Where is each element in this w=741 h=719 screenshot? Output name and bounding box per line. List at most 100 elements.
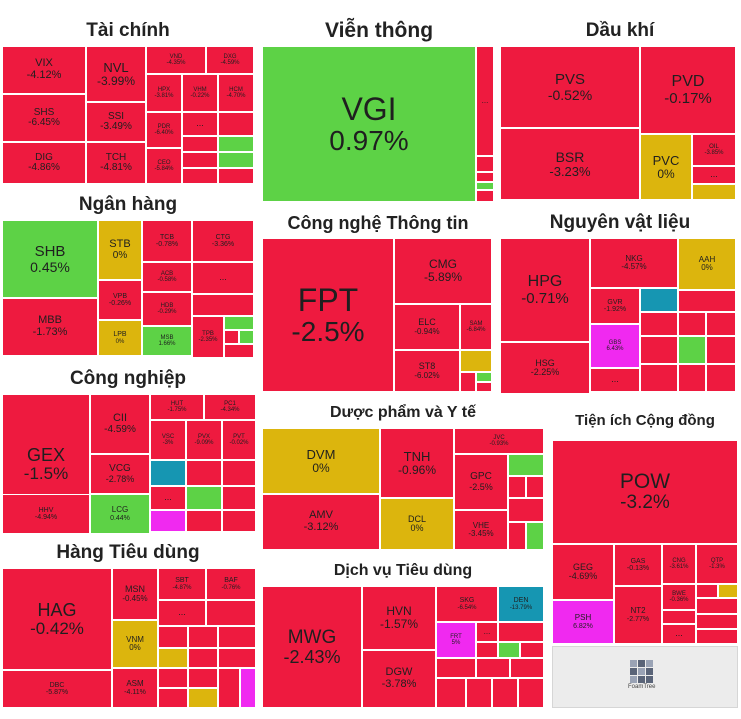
treemap-tile[interactable]: MSB 1.66% bbox=[142, 326, 192, 356]
treemap-tile[interactable]: DXG -4.59% bbox=[206, 46, 254, 74]
treemap-tile-small[interactable] bbox=[158, 626, 188, 648]
treemap-tile-small[interactable] bbox=[520, 642, 544, 658]
treemap-tile-small[interactable] bbox=[150, 460, 186, 486]
treemap-tile[interactable]: HPG -0.71% bbox=[500, 238, 590, 342]
treemap-tile-small[interactable] bbox=[436, 678, 466, 708]
treemap-tile[interactable]: FPT -2.5% bbox=[262, 238, 394, 392]
treemap-tile[interactable]: SAM -6.84% bbox=[460, 304, 492, 350]
treemap-tile-small[interactable] bbox=[218, 668, 240, 708]
treemap-tile[interactable]: ... bbox=[476, 46, 494, 156]
treemap-tile-small[interactable] bbox=[218, 152, 254, 168]
treemap-tile-small[interactable] bbox=[492, 678, 518, 708]
treemap-tile[interactable]: MBB -1.73% bbox=[2, 298, 98, 356]
treemap-tile-small[interactable] bbox=[158, 648, 188, 668]
treemap-tile-small[interactable] bbox=[158, 688, 188, 708]
treemap-tile[interactable]: VCG -2.78% bbox=[90, 454, 150, 494]
treemap-tile[interactable]: SHB 0.45% bbox=[2, 220, 98, 298]
treemap-tile[interactable]: PC1 -4.34% bbox=[204, 394, 256, 420]
treemap-tile-small[interactable] bbox=[640, 336, 678, 364]
treemap-tile[interactable]: HVN -1.57% bbox=[362, 586, 436, 650]
treemap-tile[interactable]: GAS -0.13% bbox=[614, 544, 662, 586]
treemap-tile[interactable]: HUT -1.75% bbox=[150, 394, 204, 420]
treemap-tile-small[interactable] bbox=[222, 510, 256, 532]
treemap-tile[interactable]: VNM 0% bbox=[112, 620, 158, 668]
treemap-tile-small[interactable] bbox=[218, 168, 254, 184]
treemap-tile[interactable]: CMG -5.89% bbox=[394, 238, 492, 304]
treemap-tile-small[interactable] bbox=[476, 190, 494, 202]
treemap-tile[interactable]: AMV -3.12% bbox=[262, 494, 380, 550]
treemap-tile-small[interactable] bbox=[182, 136, 218, 152]
treemap-tile[interactable]: OIL -3.85% bbox=[692, 134, 736, 166]
treemap-tile[interactable]: PVD -0.17% bbox=[640, 46, 736, 134]
treemap-tile-small[interactable] bbox=[678, 364, 706, 392]
treemap-tile-small[interactable] bbox=[186, 510, 222, 532]
treemap-tile[interactable]: ... bbox=[182, 112, 218, 136]
treemap-tile-small[interactable] bbox=[718, 584, 738, 598]
treemap-tile[interactable]: ... bbox=[662, 624, 696, 644]
treemap-tile[interactable]: TCB -0.78% bbox=[142, 220, 192, 262]
treemap-tile-small[interactable] bbox=[218, 648, 256, 668]
treemap-tile-small[interactable] bbox=[224, 316, 254, 330]
treemap-tile[interactable]: VPB -0.26% bbox=[98, 280, 142, 320]
treemap-tile-small[interactable] bbox=[460, 372, 476, 392]
treemap-tile-small[interactable] bbox=[508, 498, 544, 522]
treemap-tile-small[interactable] bbox=[150, 510, 186, 532]
treemap-tile-small[interactable] bbox=[186, 486, 222, 510]
treemap-tile-small[interactable] bbox=[182, 168, 218, 184]
treemap-tile[interactable]: GBS 6.43% bbox=[590, 324, 640, 368]
treemap-tile-small[interactable] bbox=[498, 642, 520, 658]
treemap-tile-small[interactable] bbox=[218, 112, 254, 136]
treemap-tile[interactable]: SKG -6.54% bbox=[436, 586, 498, 622]
treemap-tile[interactable]: ST8 -6.02% bbox=[394, 350, 460, 392]
treemap-tile-small[interactable] bbox=[526, 476, 544, 498]
treemap-tile-small[interactable] bbox=[218, 626, 256, 648]
treemap-tile[interactable]: MSN -0.45% bbox=[112, 568, 158, 620]
treemap-tile-small[interactable] bbox=[696, 629, 738, 644]
treemap-tile[interactable]: ... bbox=[192, 262, 254, 294]
treemap-tile[interactable]: TNH -0.96% bbox=[380, 428, 454, 498]
treemap-tile[interactable]: NKG -4.57% bbox=[590, 238, 678, 288]
treemap-tile[interactable]: ... bbox=[476, 622, 498, 642]
treemap-tile-small[interactable] bbox=[508, 454, 544, 476]
treemap-tile-small[interactable] bbox=[692, 184, 736, 200]
treemap-tile[interactable]: MWG -2.43% bbox=[262, 586, 362, 708]
treemap-tile[interactable]: TPB -2.35% bbox=[192, 316, 224, 358]
treemap-tile-small[interactable] bbox=[476, 372, 492, 382]
treemap-tile[interactable]: TCH -4.81% bbox=[86, 142, 146, 184]
treemap-tile-small[interactable] bbox=[678, 290, 736, 312]
treemap-tile[interactable]: ELC -0.94% bbox=[394, 304, 460, 350]
treemap-tile-small[interactable] bbox=[224, 344, 254, 358]
treemap-tile[interactable]: VND -4.35% bbox=[146, 46, 206, 74]
treemap-tile[interactable]: ... bbox=[158, 600, 206, 626]
treemap-tile-small[interactable] bbox=[508, 476, 526, 498]
treemap-tile-small[interactable] bbox=[476, 172, 494, 182]
treemap-tile[interactable]: GVR -1.92% bbox=[590, 288, 640, 324]
treemap-tile-small[interactable] bbox=[476, 182, 494, 190]
treemap-tile[interactable]: SBT -4.87% bbox=[158, 568, 206, 600]
treemap-tile-small[interactable] bbox=[518, 678, 544, 708]
treemap-tile-small[interactable] bbox=[222, 460, 256, 486]
treemap-tile[interactable]: CNG -3.61% bbox=[662, 544, 696, 584]
treemap-tile[interactable]: VSC -3% bbox=[150, 420, 186, 460]
treemap-tile[interactable]: AAH 0% bbox=[678, 238, 736, 290]
treemap-tile-small[interactable] bbox=[466, 678, 492, 708]
treemap-tile[interactable]: CEO -5.84% bbox=[146, 148, 182, 184]
treemap-tile-small[interactable] bbox=[476, 658, 510, 678]
treemap-tile[interactable]: BSR -3.23% bbox=[500, 128, 640, 200]
treemap-tile-small[interactable] bbox=[188, 668, 218, 688]
treemap-tile[interactable]: PVC 0% bbox=[640, 134, 692, 200]
treemap-tile[interactable]: PVX -9.09% bbox=[186, 420, 222, 460]
treemap-tile[interactable]: NVL -3.99% bbox=[86, 46, 146, 102]
treemap-tile[interactable]: ... bbox=[150, 486, 186, 510]
treemap-tile-small[interactable] bbox=[460, 350, 492, 372]
treemap-tile-small[interactable] bbox=[678, 336, 706, 364]
treemap-tile[interactable]: ... bbox=[692, 166, 736, 184]
treemap-tile[interactable]: LPB 0% bbox=[98, 320, 142, 356]
treemap-tile[interactable]: JVC -0.93% bbox=[454, 428, 544, 454]
treemap-tile-small[interactable] bbox=[498, 622, 544, 642]
treemap-tile[interactable]: PVT -0.02% bbox=[222, 420, 256, 460]
treemap-tile[interactable]: DIG -4.86% bbox=[2, 142, 86, 184]
treemap-tile-small[interactable] bbox=[158, 668, 188, 688]
treemap-tile-small[interactable] bbox=[640, 364, 678, 392]
treemap-tile[interactable]: POW -3.2% bbox=[552, 440, 738, 544]
